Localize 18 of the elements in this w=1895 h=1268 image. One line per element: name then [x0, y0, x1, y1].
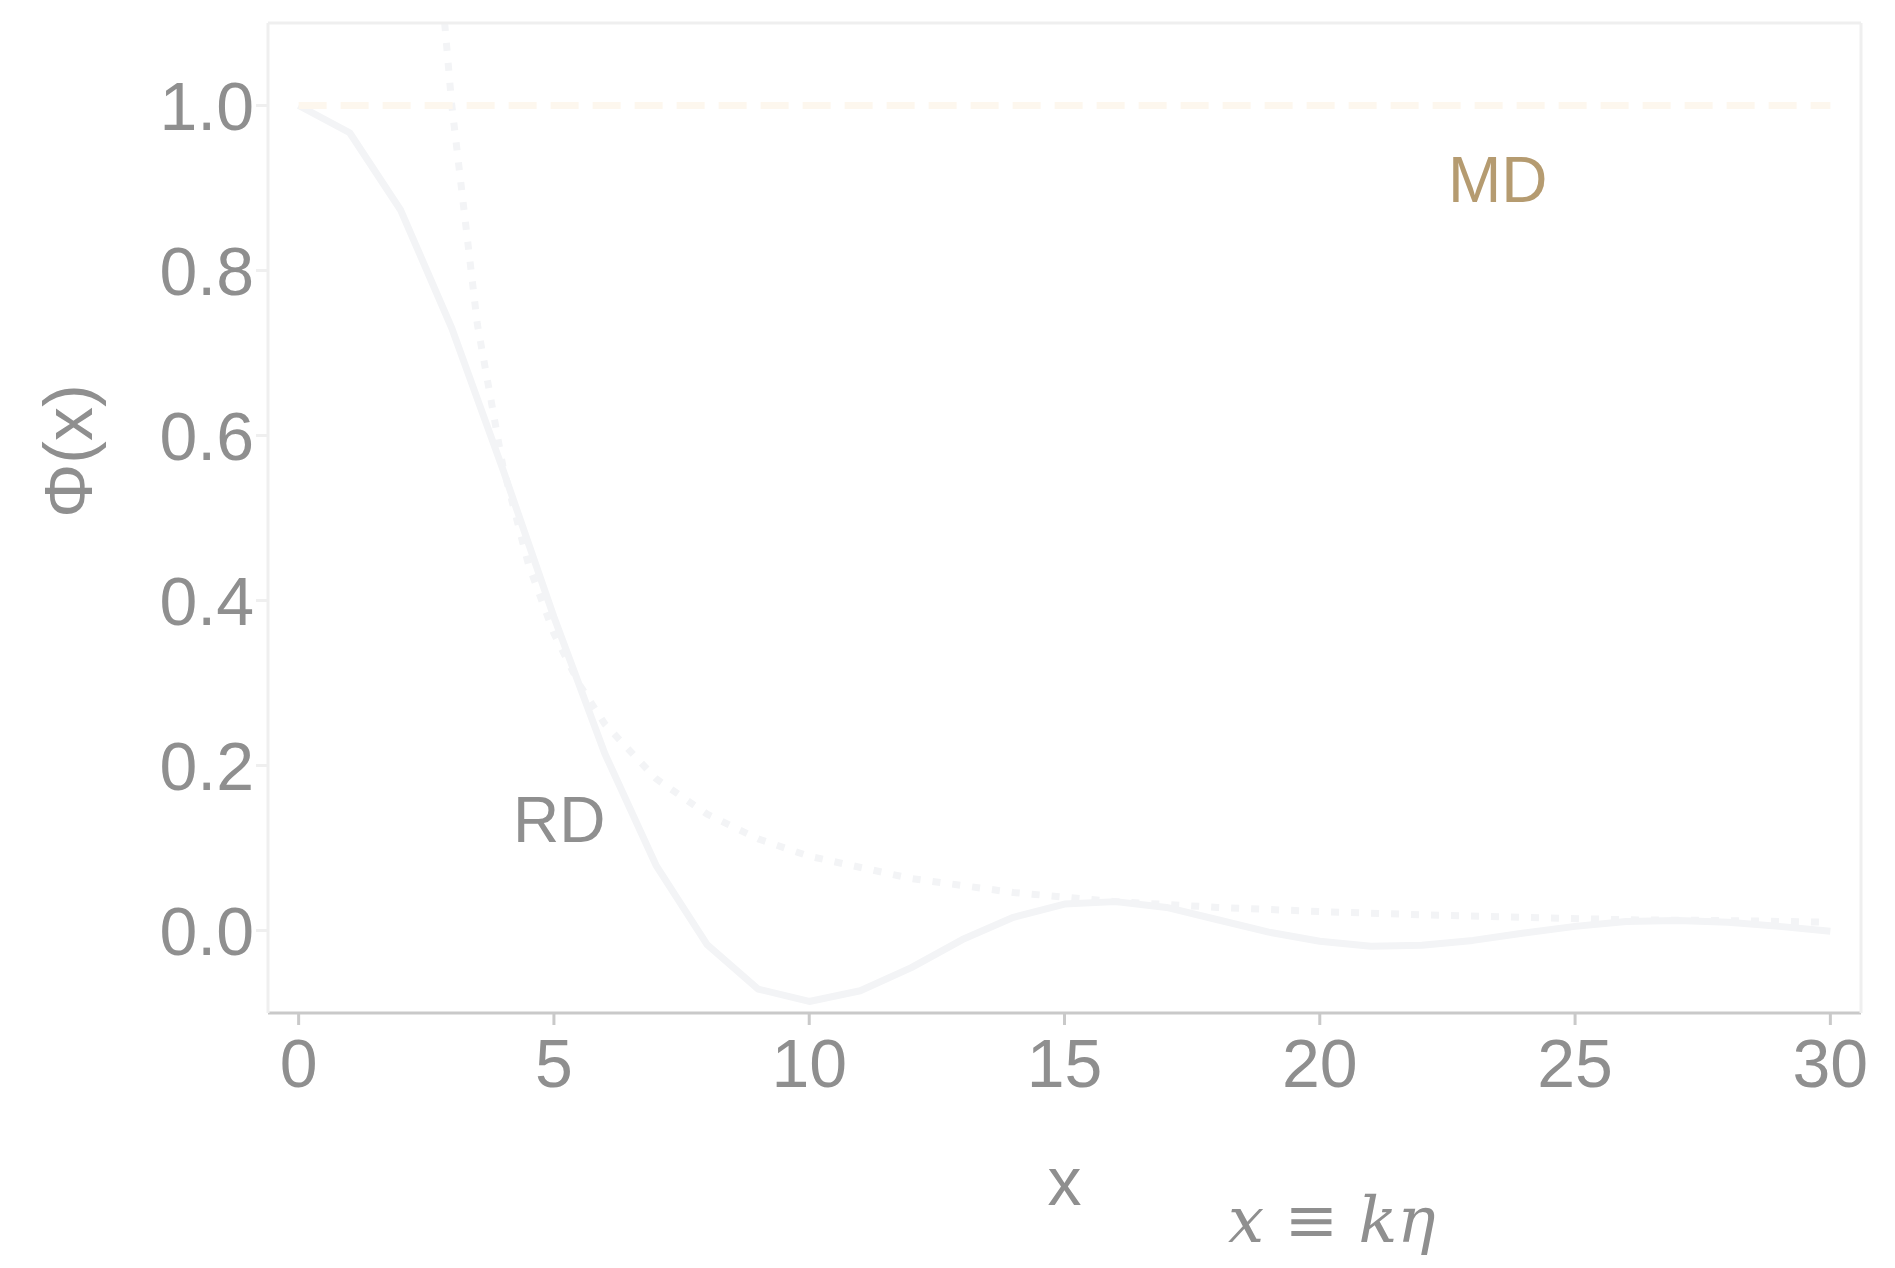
y-tick-label: 0.4: [159, 562, 254, 639]
x-tick-label: 15: [1026, 1025, 1103, 1102]
annotation: MD: [1448, 144, 1548, 216]
x-tick-label: 25: [1537, 1025, 1613, 1102]
x-tick-label: 30: [1792, 1025, 1869, 1102]
annotation: RD: [513, 784, 606, 856]
y-tick-label: 0.2: [159, 727, 254, 804]
y-tick-label: 0.8: [159, 232, 254, 309]
x-tick-label: 10: [771, 1025, 848, 1102]
y-tick-label: 0.6: [159, 397, 254, 474]
y-axis-title: Φ(x): [30, 384, 107, 518]
x-tick-label: 5: [535, 1025, 573, 1102]
text: x ≡ kη: [1228, 1183, 1436, 1257]
x-tick-label: 20: [1281, 1025, 1358, 1102]
x-tick-label: 0: [279, 1025, 318, 1102]
y-tick-label: 1.0: [159, 67, 254, 144]
x-axis-title: x: [1047, 1143, 1082, 1219]
y-tick-label: 0.0: [159, 892, 254, 969]
